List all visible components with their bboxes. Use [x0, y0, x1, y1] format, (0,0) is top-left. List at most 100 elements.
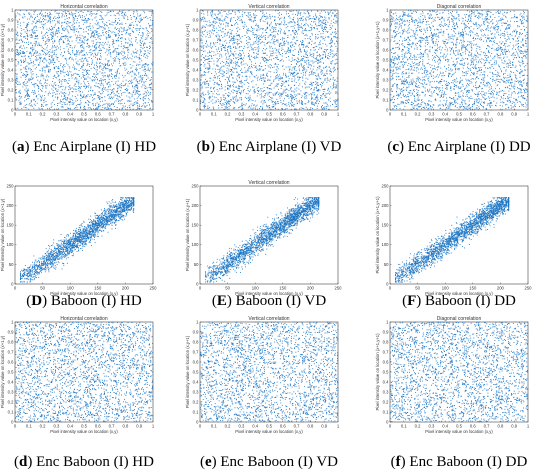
scatter-point: [252, 44, 254, 46]
scatter-point: [209, 96, 211, 98]
scatter-point: [92, 42, 94, 44]
scatter-point: [270, 16, 272, 18]
scatter-point: [294, 43, 296, 45]
scatter-point: [108, 60, 110, 62]
scatter-point: [209, 24, 211, 26]
scatter-point: [263, 57, 265, 58]
scatter-point: [133, 105, 134, 107]
scatter-point: [217, 38, 219, 40]
scatter-point: [76, 49, 78, 51]
scatter-point: [281, 108, 283, 110]
scatter-point: [94, 64, 95, 66]
scatter-point: [37, 85, 38, 87]
scatter-point: [314, 75, 316, 76]
scatter-point: [24, 31, 26, 33]
scatter-point: [308, 100, 310, 102]
scatter-point: [85, 57, 87, 59]
scatter-point: [30, 14, 32, 16]
scatter-point: [284, 24, 286, 26]
scatter-point: [321, 26, 323, 28]
scatter-point: [244, 96, 246, 98]
scatter-point: [285, 32, 287, 34]
scatter-point: [92, 103, 94, 105]
scatter-point: [23, 55, 25, 57]
scatter-point: [243, 63, 245, 65]
scatter-point: [84, 9, 86, 11]
scatter-point: [256, 15, 258, 17]
scatter-point: [205, 20, 207, 22]
scatter-point: [311, 21, 312, 23]
scatter-point: [95, 73, 97, 75]
scatter-point: [71, 58, 73, 60]
scatter-point: [200, 93, 202, 95]
scatter-point: [221, 45, 223, 47]
scatter-point: [70, 87, 72, 89]
scatter-point: [260, 90, 262, 92]
scatter-point: [211, 11, 213, 13]
scatter-point: [277, 41, 279, 43]
scatter-point: [116, 13, 118, 14]
scatter-point: [63, 48, 65, 49]
scatter-point: [290, 45, 292, 47]
scatter-point: [279, 95, 281, 97]
scatter-point: [149, 41, 151, 43]
scatter-point: [269, 59, 271, 60]
scatter-point: [132, 86, 134, 88]
scatter-point: [57, 71, 59, 73]
scatter-point: [28, 22, 30, 24]
scatter-point: [213, 96, 215, 98]
scatter-point: [291, 80, 293, 82]
scatter-point: [102, 104, 104, 106]
scatter-point: [204, 74, 206, 76]
scatter-point: [323, 29, 325, 30]
scatter-point: [20, 71, 22, 73]
scatter-point: [255, 66, 257, 68]
scatter-point: [335, 33, 336, 35]
scatter-point: [293, 80, 295, 82]
scatter-point: [135, 74, 137, 76]
scatter-point: [109, 74, 111, 76]
scatter-point: [206, 80, 208, 82]
scatter-point: [57, 36, 59, 38]
scatter-point: [253, 17, 255, 19]
scatter-point: [68, 51, 70, 53]
scatter-point: [104, 107, 106, 109]
scatter-point: [213, 18, 215, 20]
scatter-point: [111, 32, 113, 34]
scatter-point: [46, 104, 48, 106]
scatter-point: [48, 68, 50, 70]
scatter-point: [331, 41, 332, 43]
scatter-point: [277, 103, 279, 104]
scatter-point: [68, 108, 70, 109]
scatter-point: [45, 86, 47, 88]
scatter-point: [128, 33, 129, 35]
scatter-point: [324, 80, 326, 82]
scatter-point: [266, 92, 268, 94]
scatter-point: [95, 34, 97, 35]
scatter-point: [208, 45, 210, 47]
scatter-point: [93, 73, 95, 75]
scatter-point: [74, 67, 76, 69]
scatter-point: [322, 38, 324, 40]
scatter-point: [58, 70, 59, 72]
scatter-point: [53, 75, 55, 77]
scatter-point: [208, 58, 210, 60]
scatter-point: [100, 50, 102, 52]
scatter-point: [70, 44, 72, 46]
scatter-point: [331, 37, 333, 39]
scatter-point: [103, 65, 105, 67]
scatter-point: [265, 65, 266, 67]
scatter-point: [146, 54, 148, 56]
scatter-point: [317, 51, 318, 53]
scatter-point: [37, 86, 39, 88]
scatter-point: [279, 76, 281, 78]
scatter-point: [35, 51, 37, 53]
scatter-point: [220, 49, 222, 51]
scatter-point: [51, 37, 52, 39]
scatter-point: [203, 107, 205, 109]
scatter-point: [32, 70, 34, 72]
scatter-point: [120, 99, 122, 101]
scatter-point: [238, 99, 240, 101]
scatter-point: [304, 103, 306, 105]
y-tick-label: 1: [11, 7, 14, 12]
